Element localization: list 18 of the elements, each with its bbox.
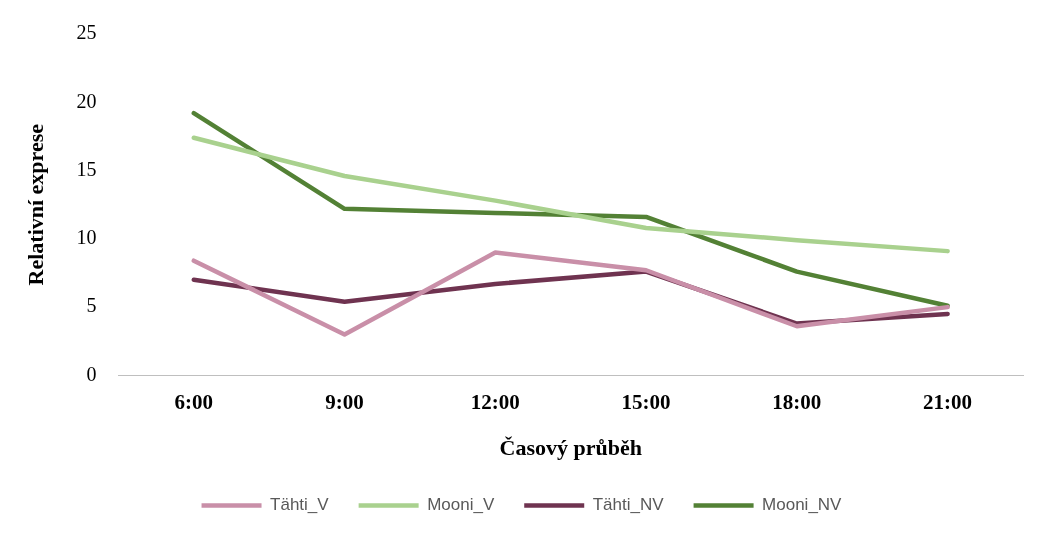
x-tick-label: 15:00: [621, 390, 671, 415]
x-tick-label: 6:00: [174, 390, 214, 415]
x-tick-label: 18:00: [772, 390, 822, 415]
x-axis-title: Časový průběh: [499, 435, 642, 461]
y-axis-title: Relativní exprese: [22, 123, 48, 286]
y-tick-label: 5: [86, 294, 97, 317]
x-tick-label: 12:00: [470, 390, 520, 415]
legend-label: Tähti_NV: [592, 495, 665, 515]
y-tick-label: 15: [76, 157, 97, 180]
legend-label: Mooni_NV: [762, 495, 843, 515]
x-tick-label: 21:00: [923, 390, 973, 415]
y-tick-label: 25: [76, 21, 97, 44]
y-tick-label: 10: [76, 226, 97, 249]
legend-label: Tähti_V: [270, 495, 330, 515]
x-tick-label: 9:00: [325, 390, 364, 415]
y-tick-label: 0: [86, 362, 97, 385]
legend-label: Mooni_V: [427, 495, 495, 515]
y-tick-label: 20: [76, 89, 97, 112]
